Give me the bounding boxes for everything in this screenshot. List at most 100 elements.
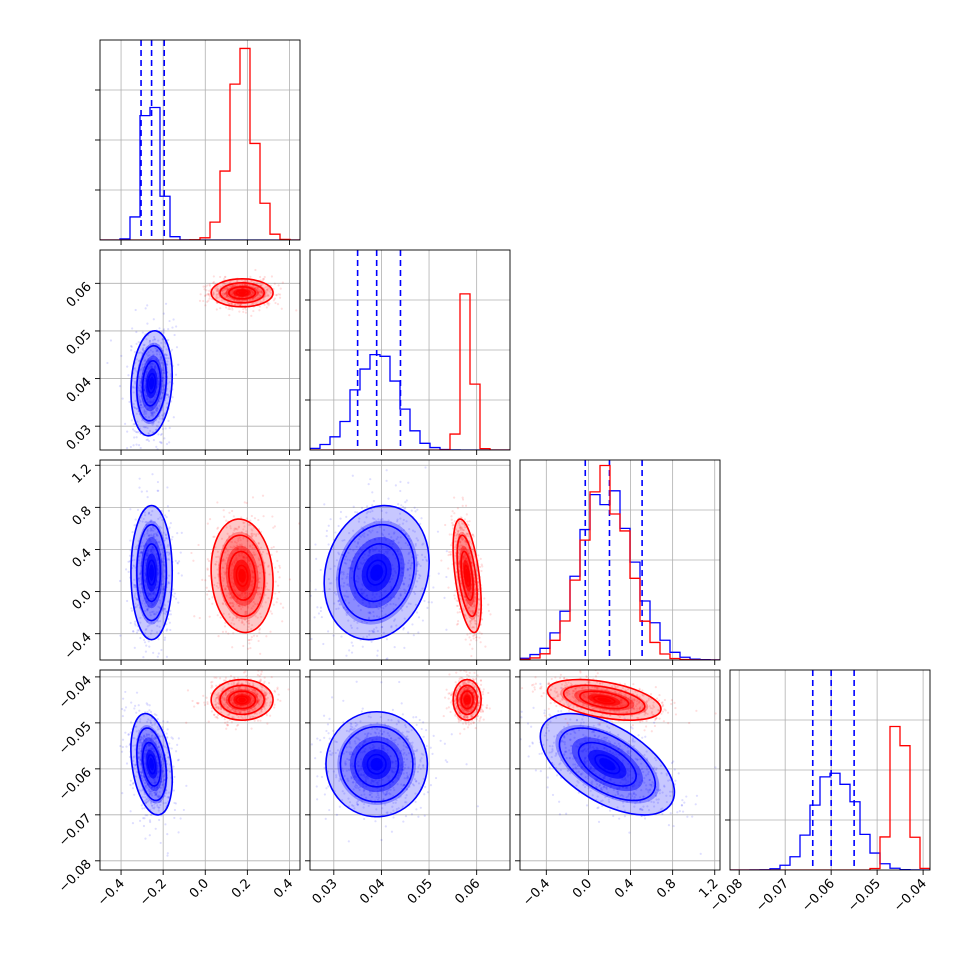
scatter-point-series-0 (430, 601, 433, 604)
scatter-point-series-0 (141, 769, 144, 772)
scatter-point-series-1 (231, 569, 234, 572)
scatter-point-series-0 (401, 567, 404, 571)
scatter-point-series-0 (149, 358, 152, 361)
histogram-series-0 (100, 106, 300, 240)
scatter-point-series-1 (471, 533, 474, 536)
scatter-point-series-1 (463, 557, 466, 560)
scatter-point-series-0 (145, 338, 148, 341)
scatter-point-series-0 (143, 388, 146, 391)
scatter-point-series-1 (246, 605, 249, 608)
scatter-point-series-1 (232, 632, 235, 635)
scatter-point-series-0 (138, 590, 141, 593)
scatter-point-series-0 (343, 594, 346, 597)
panel-content (310, 466, 492, 679)
scatter-point-series-0 (168, 526, 171, 529)
scatter-point-series-0 (147, 733, 151, 736)
scatter-point-series-0 (390, 626, 393, 629)
scatter-point-series-0 (359, 588, 362, 591)
scatter-point-series-0 (397, 662, 399, 664)
scatter-point-series-0 (139, 564, 143, 567)
scatter-point-series-0 (373, 517, 376, 521)
scatter-point-series-0 (163, 353, 166, 356)
scatter-point-series-0 (156, 385, 159, 388)
scatter-point-series-1 (230, 571, 233, 575)
scatter-point-series-0 (140, 578, 143, 581)
scatter-point-series-0 (144, 412, 148, 415)
scatter-point-series-1 (240, 552, 244, 555)
scatter-point-series-1 (225, 291, 228, 294)
scatter-point-series-0 (156, 540, 159, 544)
scatter-point-series-0 (150, 747, 154, 750)
scatter-point-series-0 (157, 594, 161, 597)
scatter-point-series-1 (248, 593, 251, 596)
scatter-point-series-1 (226, 288, 230, 291)
scatter-point-series-0 (138, 661, 140, 663)
scatter-point-series-0 (402, 529, 406, 532)
scatter-point-series-0 (369, 667, 371, 669)
scatter-point-series-0 (361, 592, 364, 595)
scatter-point-series-0 (162, 345, 165, 348)
scatter-point-series-0 (170, 747, 173, 750)
scatter-point-series-0 (402, 574, 405, 577)
scatter-point-series-1 (245, 530, 248, 533)
scatter-point-series-1 (466, 548, 470, 552)
scatter-point-series-0 (328, 582, 331, 585)
scatter-point-series-1 (211, 291, 215, 294)
scatter-point-series-1 (250, 598, 253, 601)
scatter-point-series-0 (420, 517, 423, 520)
scatter-point-series-0 (333, 591, 336, 594)
scatter-point-series-0 (139, 545, 143, 548)
scatter-point-series-0 (180, 531, 183, 534)
scatter-point-series-1 (467, 551, 470, 555)
scatter-point-series-0 (353, 592, 357, 595)
scatter-point-series-1 (254, 295, 257, 298)
scatter-point-series-1 (233, 596, 236, 600)
scatter-point-series-0 (134, 602, 137, 605)
scatter-point-series-0 (400, 558, 403, 561)
scatter-point-series-0 (156, 359, 159, 362)
scatter-point-series-0 (145, 410, 148, 413)
scatter-point-series-0 (153, 793, 157, 797)
scatter-point-series-0 (142, 739, 146, 742)
scatter-point-series-0 (150, 734, 153, 738)
scatter-point-series-0 (414, 573, 418, 576)
scatter-point-series-0 (155, 588, 158, 591)
scatter-point-series-1 (237, 303, 240, 306)
scatter-point-series-1 (278, 293, 282, 296)
scatter-point-series-0 (151, 343, 155, 346)
scatter-point-series-0 (144, 746, 148, 750)
scatter-point-series-0 (139, 390, 143, 394)
scatter-point-series-0 (147, 357, 150, 361)
scatter-point-series-0 (310, 663, 312, 665)
scatter-point-series-0 (161, 338, 165, 341)
scatter-point-series-0 (148, 704, 151, 707)
scatter-point-series-0 (155, 428, 158, 431)
scatter-point-series-0 (403, 617, 406, 620)
scatter-point-series-1 (479, 641, 482, 644)
scatter-point-series-1 (235, 600, 238, 603)
scatter-point-series-0 (130, 344, 133, 348)
scatter-point-series-0 (316, 606, 319, 609)
scatter-point-series-1 (267, 597, 270, 600)
scatter-point-series-1 (219, 616, 222, 619)
scatter-point-series-1 (251, 553, 254, 556)
scatter-point-series-0 (394, 677, 396, 679)
scatter-point-series-1 (212, 281, 215, 284)
scatter-point-series-0 (148, 339, 152, 343)
scatter-point-series-1 (464, 598, 467, 601)
scatter-point-series-0 (143, 533, 146, 536)
scatter-point-series-1 (468, 554, 472, 557)
scatter-point-series-0 (177, 831, 180, 834)
scatter-point-series-0 (129, 445, 132, 449)
scatter-point-series-1 (476, 611, 479, 614)
scatter-point-series-1 (234, 558, 238, 561)
scatter-point-series-0 (149, 592, 152, 596)
scatter-point-series-0 (164, 612, 167, 616)
scatter-point-series-0 (131, 428, 135, 431)
scatter-point-series-0 (158, 786, 161, 789)
scatter-point-series-1 (460, 537, 463, 540)
scatter-point-series-1 (252, 284, 255, 287)
scatter-point-series-0 (162, 563, 165, 566)
scatter-point-series-0 (120, 354, 123, 358)
scatter-point-series-0 (396, 536, 399, 539)
